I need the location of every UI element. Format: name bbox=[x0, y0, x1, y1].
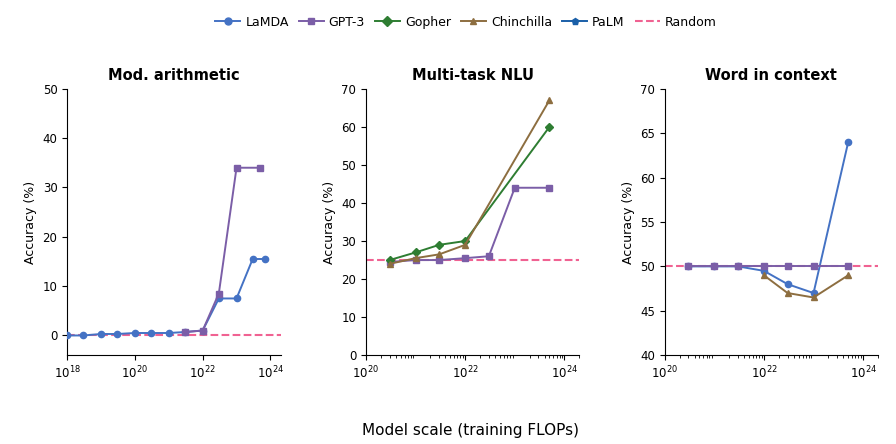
Legend: LaMDA, GPT-3, Gopher, Chinchilla, PaLM, Random: LaMDA, GPT-3, Gopher, Chinchilla, PaLM, … bbox=[211, 11, 721, 34]
Title: Word in context: Word in context bbox=[705, 68, 838, 83]
Y-axis label: Accuracy (%): Accuracy (%) bbox=[323, 180, 336, 264]
Text: Model scale (training FLOPs): Model scale (training FLOPs) bbox=[362, 423, 579, 438]
Y-axis label: Accuracy (%): Accuracy (%) bbox=[24, 180, 37, 264]
Title: Mod. arithmetic: Mod. arithmetic bbox=[108, 68, 240, 83]
Y-axis label: Accuracy (%): Accuracy (%) bbox=[622, 180, 634, 264]
Title: Multi-task NLU: Multi-task NLU bbox=[411, 68, 534, 83]
